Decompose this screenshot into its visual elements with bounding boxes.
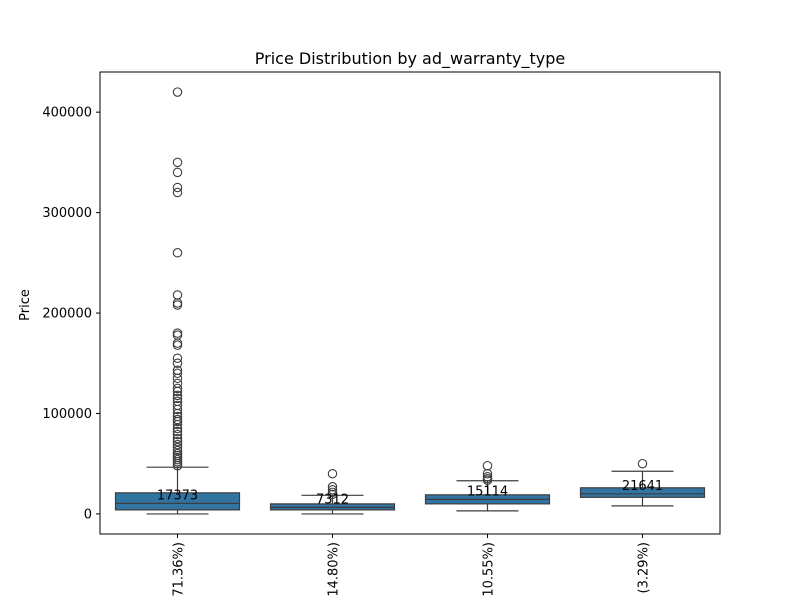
outlier-point xyxy=(172,157,183,168)
x-tick-label: (3.29%) xyxy=(637,542,652,593)
outlier-point xyxy=(172,378,183,389)
outlier-point xyxy=(172,187,183,198)
outlier-point xyxy=(172,393,183,404)
outlier-point xyxy=(172,386,183,397)
median-label: 7312 xyxy=(316,492,349,507)
plot-frame xyxy=(99,71,721,535)
outlier-point xyxy=(172,353,183,363)
outlier-point xyxy=(172,423,183,434)
outlier-point xyxy=(482,468,493,479)
outlier-point xyxy=(172,429,183,440)
outlier-point xyxy=(172,436,183,447)
outlier-point xyxy=(172,358,183,369)
plot-area: 17373 7312 15114 21641 xyxy=(114,87,706,515)
outlier-point xyxy=(637,458,648,469)
y-tick-label: 100000 xyxy=(42,407,92,422)
chart-title: Price Distribution by ad_warranty_type xyxy=(255,49,565,69)
outlier-point xyxy=(172,390,183,401)
outlier-point xyxy=(482,460,493,471)
x-tick-label: 10.55%) xyxy=(482,542,497,597)
outlier-point xyxy=(172,416,183,427)
outlier-point xyxy=(172,373,183,384)
outlier-point xyxy=(172,426,183,437)
y-axis-label: Price xyxy=(18,289,33,321)
outlier-point xyxy=(172,248,183,258)
outlier-point xyxy=(327,485,338,495)
outlier-point xyxy=(172,300,183,310)
box xyxy=(114,492,241,511)
outlier-point xyxy=(172,167,183,178)
outlier-point xyxy=(172,368,183,379)
outlier-point xyxy=(482,475,493,486)
outlier-point xyxy=(172,433,183,444)
outlier-point xyxy=(172,340,183,350)
outlier-point xyxy=(172,419,183,430)
outlier-point xyxy=(327,489,338,500)
median-label: 21641 xyxy=(622,479,663,494)
x-tick-label: 14.80%) xyxy=(327,542,342,597)
outlier-point xyxy=(172,338,183,348)
median-label: 17373 xyxy=(157,488,198,503)
outlier-point xyxy=(327,482,338,492)
y-tick-label: 400000 xyxy=(42,106,92,121)
outlier-point xyxy=(172,445,183,456)
median-label: 15114 xyxy=(467,484,508,499)
x-tick-label: 71.36%) xyxy=(172,542,187,597)
outlier-point xyxy=(172,87,183,97)
outlier-point xyxy=(327,468,338,479)
outlier-point xyxy=(172,328,183,338)
outlier-point xyxy=(172,182,183,193)
y-tick-label: 200000 xyxy=(42,307,92,322)
box xyxy=(579,487,706,498)
outlier-point xyxy=(172,383,183,394)
outlier-point xyxy=(172,298,183,308)
outlier-point xyxy=(172,460,183,471)
outlier-point xyxy=(172,290,183,300)
outlier-point xyxy=(172,439,183,450)
outlier-point xyxy=(172,330,183,340)
y-tick-label: 0 xyxy=(84,507,92,522)
outlier-point xyxy=(172,404,183,415)
y-tick-label: 300000 xyxy=(42,206,92,221)
